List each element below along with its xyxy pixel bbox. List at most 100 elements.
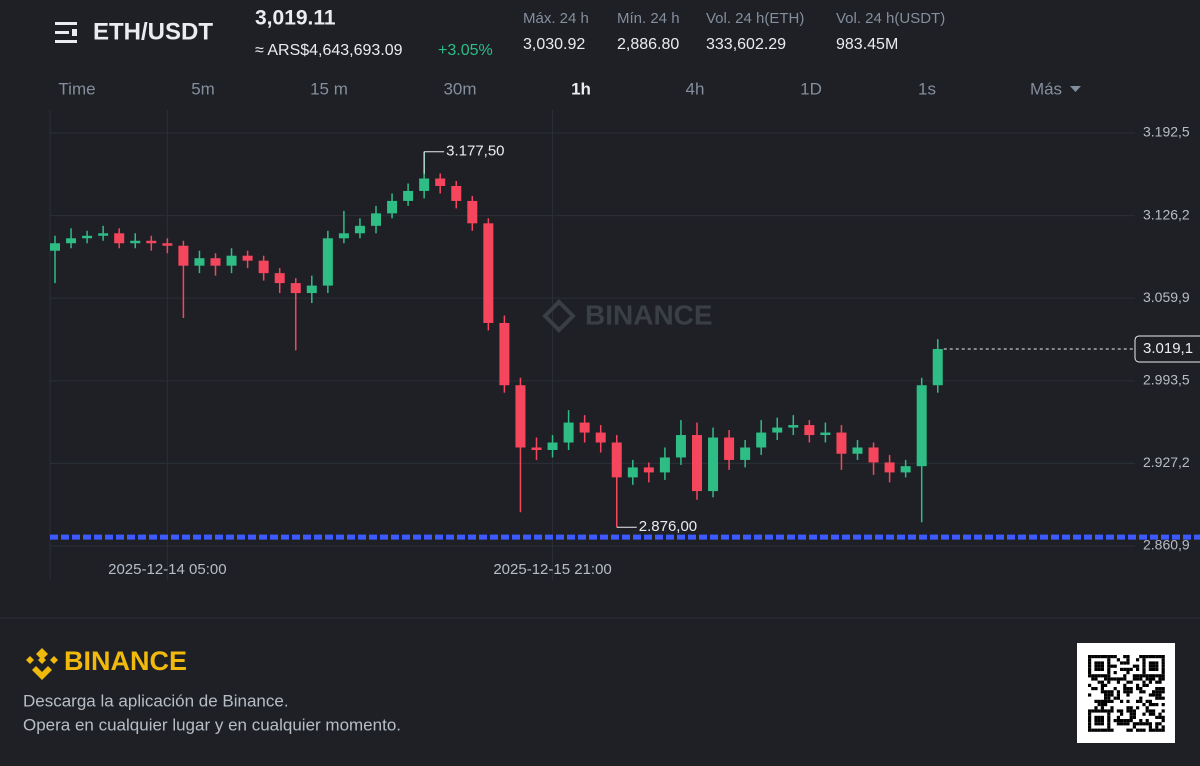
timeframe-tab[interactable]: 1h [571, 79, 591, 98]
qr-cell [1152, 655, 1156, 659]
qr-cell [1100, 728, 1104, 732]
qr-cell [1123, 677, 1127, 681]
candle-body [611, 442, 622, 478]
candle-body [788, 425, 799, 428]
qr-cell [1155, 661, 1159, 665]
qr-cell [1139, 722, 1143, 726]
qr-cell [1132, 664, 1136, 668]
qr-cell [1116, 709, 1120, 713]
candle-body [451, 185, 462, 201]
qr-cell [1091, 687, 1095, 691]
qr-cell [1097, 719, 1101, 723]
qr-cell [1107, 671, 1111, 675]
candle-body [756, 432, 767, 448]
qr-cell [1100, 706, 1104, 710]
qr-cell [1120, 709, 1124, 713]
qr-cell [1113, 687, 1117, 691]
qr-cell [1088, 664, 1092, 668]
qr-cell [1155, 674, 1159, 678]
qr-cell [1158, 690, 1162, 694]
candle-body [884, 462, 895, 473]
qr-cell [1152, 664, 1156, 668]
menu-icon[interactable] [55, 22, 77, 43]
qr-cell [1123, 722, 1127, 726]
qr-cell [1088, 655, 1092, 659]
chart: 2.860,9 2.927,2 2.993,5 3.059,9 3.126,2 3.192… [49, 110, 1200, 580]
qr-cell [1126, 655, 1130, 659]
qr-cell [1161, 687, 1165, 691]
qr-cell [1142, 683, 1146, 687]
candle-body [403, 190, 414, 201]
qr-cell [1142, 661, 1146, 665]
qr-cell [1091, 674, 1095, 678]
qr-cell [1132, 725, 1136, 729]
qr-cell [1116, 696, 1120, 700]
candle-body [226, 255, 237, 266]
qr-cell [1091, 709, 1095, 713]
candle-body [435, 178, 446, 186]
timeframe-tab[interactable]: Más [1030, 79, 1062, 98]
y-tick-label: 3.059,9 [1143, 289, 1190, 305]
qr-cell [1088, 683, 1092, 687]
timeframe-tab[interactable]: 4h [686, 79, 705, 98]
qr-cell [1107, 725, 1111, 729]
qr-cell [1155, 690, 1159, 694]
y-tick-label: 3.126,2 [1143, 206, 1190, 222]
qr-cell [1148, 728, 1152, 732]
qr-cell [1155, 680, 1159, 684]
qr-cell [1100, 690, 1104, 694]
qr-cell [1097, 722, 1101, 726]
qr-cell [1123, 690, 1127, 694]
qr-cell [1126, 687, 1130, 691]
stat-label: Mín. 24 h [617, 10, 680, 27]
timeframe-tab[interactable]: 5m [191, 79, 215, 98]
timeframe-tab[interactable]: 30m [443, 79, 476, 98]
timeframe-tab[interactable]: 15 m [310, 79, 348, 98]
candle-body [659, 457, 670, 473]
qr-cell [1136, 722, 1140, 726]
candle-body [162, 243, 173, 246]
qr-cell [1142, 664, 1146, 668]
qr-cell [1100, 687, 1104, 691]
fiat-price: ≈ ARS$4,643,693.09 [255, 42, 403, 59]
qr-cell [1161, 655, 1165, 659]
qr-cell [1152, 703, 1156, 707]
qr-cell [1136, 706, 1140, 710]
qr-cell [1158, 696, 1162, 700]
qr-cell [1107, 693, 1111, 697]
candle-body [820, 432, 831, 436]
timeframe-tab[interactable]: 1D [800, 79, 822, 98]
timeframe-tab[interactable]: Time [58, 79, 95, 98]
candle-body [50, 243, 60, 251]
qr-cell [1088, 667, 1092, 671]
candle-body [708, 437, 719, 492]
qr-cell [1113, 664, 1117, 668]
candle-body [338, 233, 349, 239]
qr-cell [1113, 696, 1117, 700]
candle-body [146, 240, 157, 244]
qr-cell [1107, 658, 1111, 662]
candle-body [547, 442, 558, 450]
qr-cell [1129, 728, 1133, 732]
candle-body [916, 385, 927, 467]
candle-body [114, 233, 125, 244]
qr-cell [1094, 719, 1098, 723]
timeframe-tab[interactable]: 1s [918, 79, 936, 98]
candle-body [692, 435, 702, 492]
qr-cell [1136, 667, 1140, 671]
candle-body [531, 447, 542, 450]
qr-cell [1100, 722, 1104, 726]
qr-cell [1126, 706, 1130, 710]
qr-cell [1155, 693, 1159, 697]
qr-cell [1097, 680, 1101, 684]
qr-cell [1158, 693, 1162, 697]
dropdown-arrow [1070, 86, 1081, 92]
qr-cell [1155, 703, 1159, 707]
qr-cell [1161, 725, 1165, 729]
qr-cell [1148, 722, 1152, 726]
y-tick-label: 2.927,2 [1143, 454, 1190, 470]
qr-cell [1100, 674, 1104, 678]
